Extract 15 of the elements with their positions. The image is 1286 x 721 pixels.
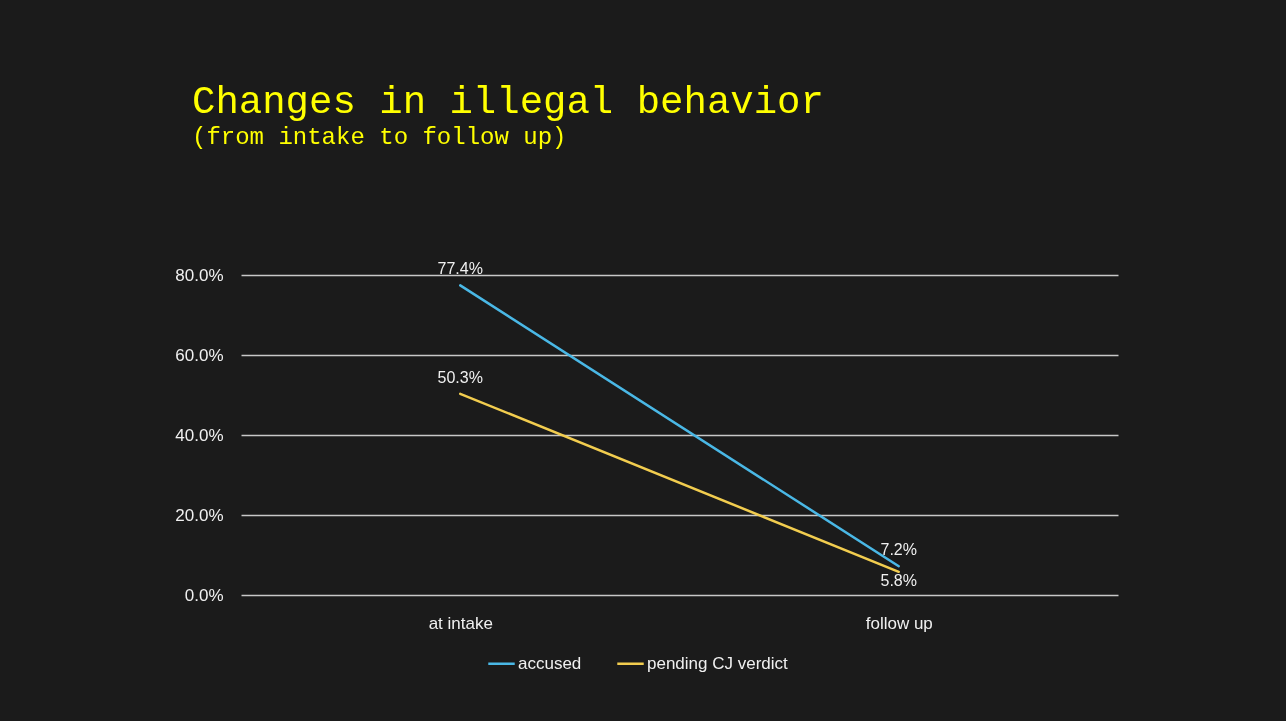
data-label: 77.4% [437,260,483,278]
legend-label: accused [518,653,582,673]
legend-label: pending CJ verdict [647,653,789,673]
y-tick-label: 20.0% [175,505,224,525]
y-tick-label: 0.0% [184,585,224,605]
x-tick-label: follow up [865,613,933,633]
y-tick-label: 80.0% [175,265,224,285]
data-label: 5.8% [880,571,917,589]
data-label: 7.2% [880,541,917,559]
x-tick-label: at intake [428,613,493,633]
data-label: 50.3% [437,368,483,386]
y-tick-label: 40.0% [175,425,224,445]
chart-subtitle: (from intake to follow up) [192,124,567,152]
chart-title: Changes in illegal behavior [192,81,824,126]
y-tick-label: 60.0% [175,345,224,365]
